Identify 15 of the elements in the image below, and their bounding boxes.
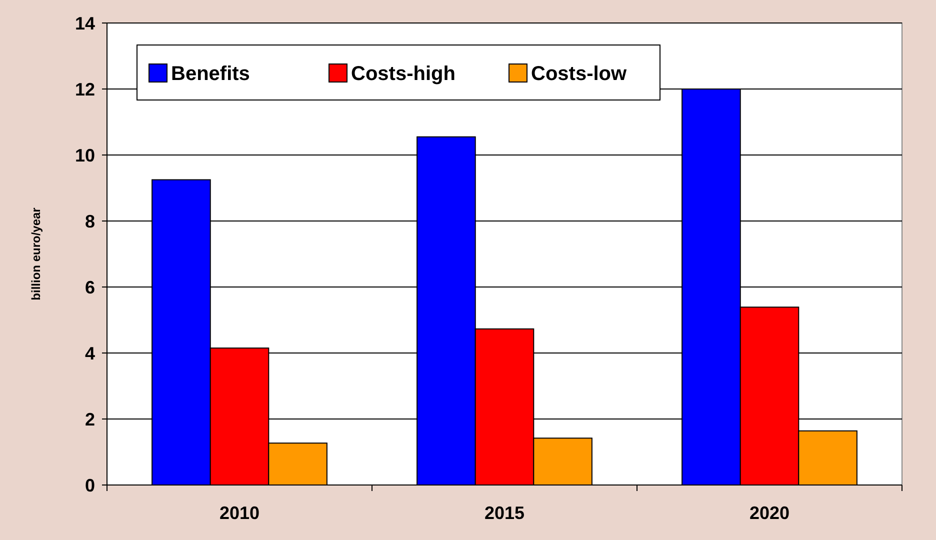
- legend-label: Costs-low: [531, 63, 627, 85]
- y-tick-label: 10: [74, 145, 95, 166]
- y-tick-label: 8: [84, 211, 95, 232]
- y-tick-label: 6: [84, 277, 95, 298]
- y-tick-label: 4: [84, 343, 95, 364]
- y-tick-label: 12: [74, 79, 95, 100]
- y-tick-label: 0: [84, 475, 95, 496]
- legend-label: Benefits: [171, 63, 250, 85]
- x-tick-label: 2010: [219, 503, 260, 523]
- y-axis-title: billion euro/year: [29, 207, 43, 300]
- x-tick-label: 2015: [484, 503, 525, 523]
- x-tick-label: 2020: [749, 503, 790, 523]
- legend-label: Costs-high: [351, 63, 456, 85]
- y-tick-label: 2: [84, 409, 95, 430]
- y-tick-label: 14: [74, 13, 95, 34]
